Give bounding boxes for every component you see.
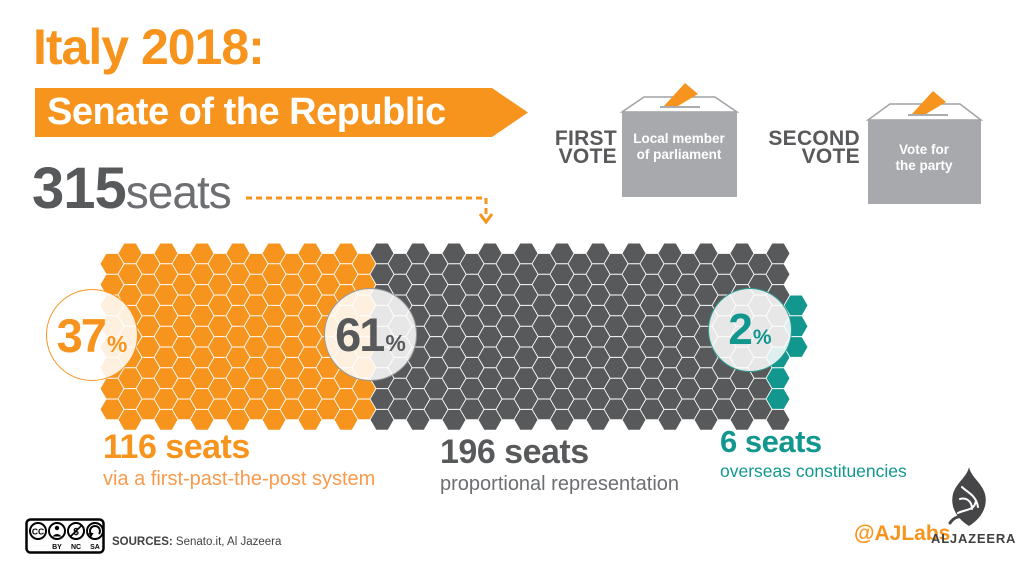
total-seats: 315 seats xyxy=(32,155,232,222)
ballot-box-icon-second: Vote for the party xyxy=(865,91,984,204)
banner-arrow: Senate of the Republic xyxy=(35,88,528,137)
seat-hexagons xyxy=(370,243,790,430)
svg-text:Local member: Local member xyxy=(633,131,725,146)
total-seats-number: 315 xyxy=(32,156,127,221)
first-vote-label: FIRST VOTE xyxy=(554,127,617,168)
svg-text:NC: NC xyxy=(71,544,81,551)
svg-text:BY: BY xyxy=(52,544,62,551)
ballot-box-icon-first: Local member of parliament xyxy=(619,83,740,197)
svg-text:$: $ xyxy=(73,527,79,538)
svg-text:CC: CC xyxy=(32,527,44,537)
cc-by-icon xyxy=(48,522,66,540)
sources-note: SOURCES: Senato.it, Al Jazeera xyxy=(112,536,281,548)
total-seats-unit: seats xyxy=(125,166,232,218)
sources-value: Senato.it, Al Jazeera xyxy=(175,536,282,548)
segment-label-overseas: 6 seats overseas constituencies xyxy=(720,424,907,481)
cc-nc-icon xyxy=(67,522,85,540)
svg-text:Vote for: Vote for xyxy=(899,142,950,157)
aljazeera-logo-icon xyxy=(948,467,986,526)
seat-hexagons xyxy=(100,243,376,430)
banner-title: Senate of the Republic xyxy=(47,91,446,133)
dashed-connector-arrow xyxy=(246,196,494,225)
svg-text:the party: the party xyxy=(895,158,953,173)
segment-label-fptp: 116 seats via a first-past-the-post syst… xyxy=(103,428,376,490)
page-title: Italy 2018: xyxy=(33,19,265,75)
cc-sa-icon xyxy=(86,522,104,540)
percent-circle-proportional: 61 % xyxy=(324,288,417,381)
creative-commons-license-icon: CC $ BY NC SA xyxy=(25,518,105,554)
sources-label: SOURCES: xyxy=(112,536,173,548)
percent-circle-overseas: 2 % xyxy=(708,288,792,372)
second-vote-label: SECOND VOTE xyxy=(768,127,860,168)
ajlabs-handle: @AJLabs xyxy=(854,522,951,545)
ballot-paper-icon xyxy=(912,91,946,114)
svg-text:SA: SA xyxy=(90,544,100,551)
seat-hexagons xyxy=(766,295,808,409)
ballot-paper-icon xyxy=(664,83,698,106)
percent-circle-fptp: 37 % xyxy=(46,289,138,381)
aljazeera-wordmark: ALJAZEERA xyxy=(931,531,1015,546)
svg-text:of parliament: of parliament xyxy=(637,147,722,162)
segment-label-proportional: 196 seats proportional representation xyxy=(440,433,680,495)
